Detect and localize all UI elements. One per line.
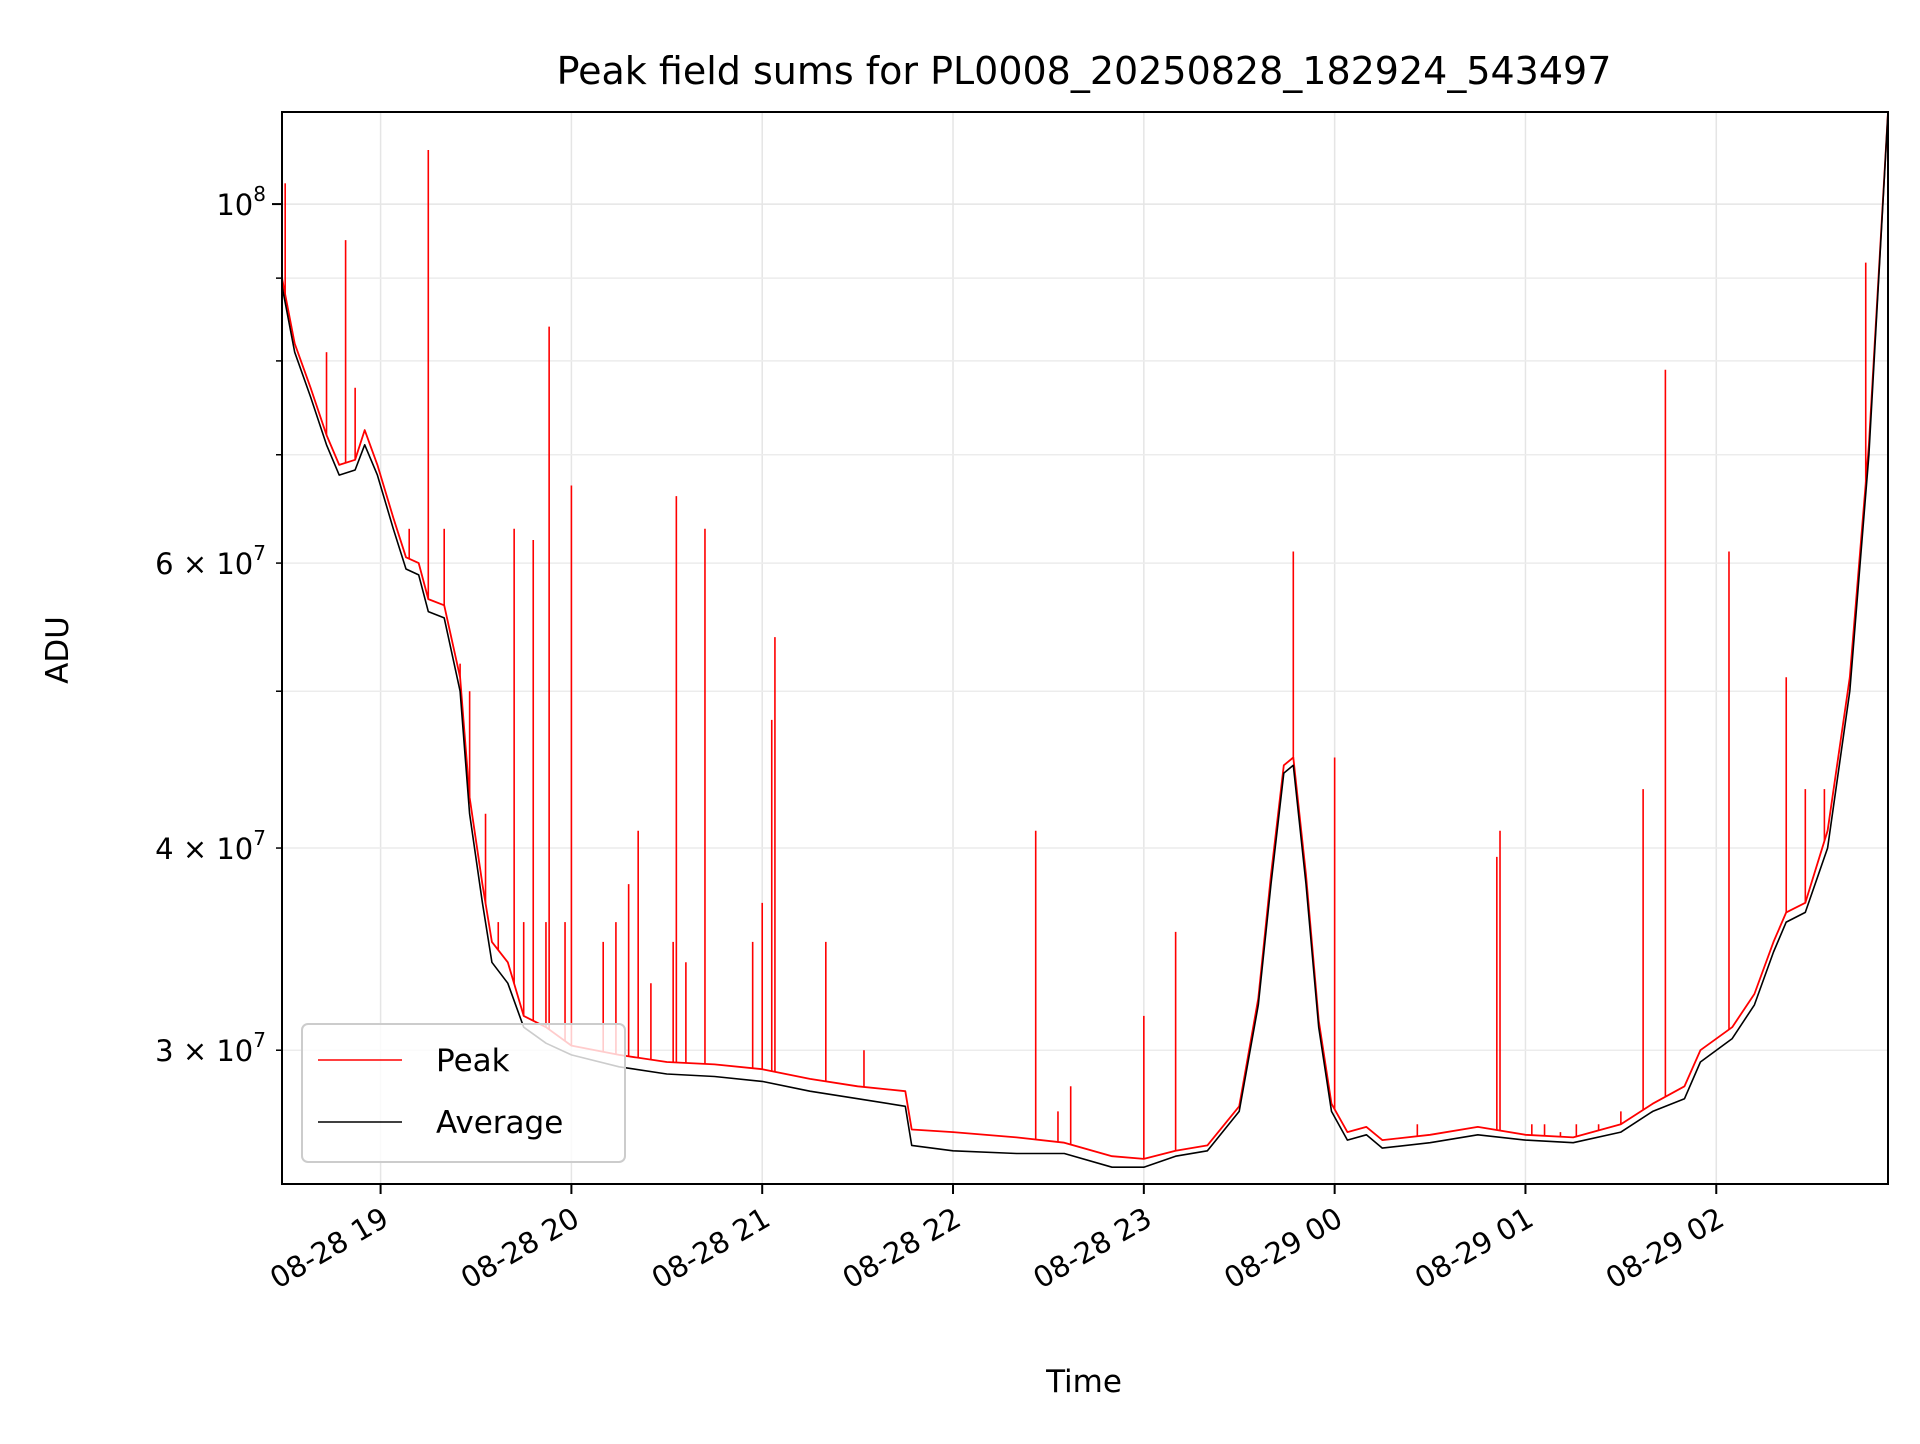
y-tick-exponent: 8 — [253, 182, 266, 206]
y-tick-times: × — [174, 547, 217, 581]
legend: Peak Average — [301, 1023, 626, 1163]
average-line — [281, 111, 1889, 1168]
y-tick-exponent: 7 — [253, 541, 266, 565]
legend-box — [301, 1023, 626, 1163]
legend-average-label: Average — [436, 1105, 563, 1141]
y-tick-coefficient: 6 — [155, 547, 173, 581]
y-tick-base: 10 — [216, 832, 253, 866]
y-tick-label: 4 × 107 — [155, 826, 266, 866]
y-tick-label: 108 — [216, 182, 266, 222]
y-tick-base: 10 — [216, 547, 253, 581]
peak-line — [281, 111, 1889, 1160]
x-axis-label: Time — [1045, 1364, 1122, 1400]
y-tick-coefficient: 3 — [155, 1034, 173, 1068]
y-tick-times: × — [174, 832, 217, 866]
grid — [282, 112, 1888, 1184]
average-series — [281, 111, 1889, 1168]
y-tick-times: × — [174, 1034, 217, 1068]
y-tick-label: 3 × 107 — [155, 1028, 266, 1068]
legend-peak-label: Peak — [436, 1043, 510, 1079]
peak-series — [281, 111, 1889, 1160]
y-tick-exponent: 7 — [253, 1028, 266, 1052]
plot-frame — [281, 111, 1889, 1185]
y-tick-base: 10 — [216, 1034, 253, 1068]
y-tick-exponent: 7 — [253, 826, 266, 850]
y-tick-coefficient: 4 — [155, 832, 173, 866]
y-tick-label: 6 × 107 — [155, 541, 266, 581]
y-tick-base: 10 — [216, 188, 253, 222]
y-axis-label: ADU — [40, 616, 76, 684]
chart-title: Peak field sums for PL0008_20250828_1829… — [557, 49, 1612, 93]
